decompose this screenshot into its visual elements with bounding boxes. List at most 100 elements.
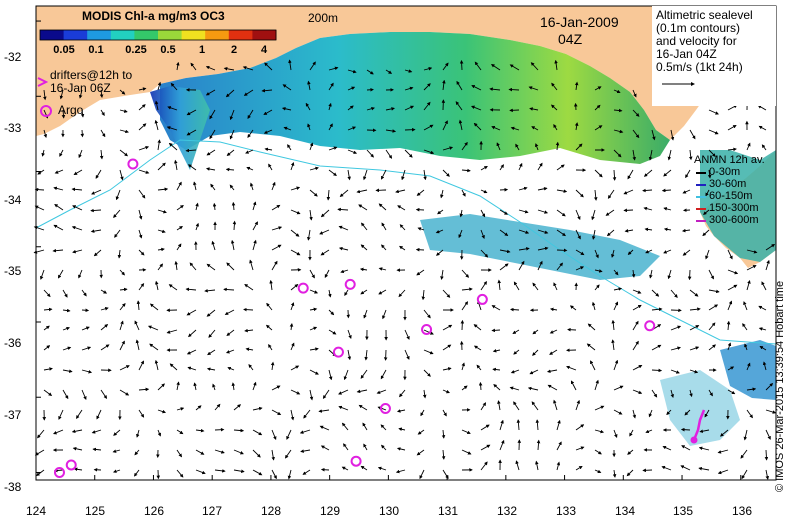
- velocity-arrow: [553, 124, 558, 131]
- velocity-arrow: [416, 189, 425, 196]
- velocity-arrow: [43, 389, 53, 396]
- velocity-arrow: [632, 89, 637, 98]
- velocity-arrow: [263, 109, 273, 115]
- velocity-arrow: [663, 169, 672, 177]
- velocity-arrow: [404, 349, 410, 360]
- anmn-legend-item: 150-300m: [709, 202, 759, 214]
- velocity-arrow: [459, 209, 464, 218]
- velocity-arrow: [328, 309, 335, 316]
- velocity-arrow: [575, 446, 585, 451]
- velocity-arrow: [480, 402, 487, 411]
- velocity-arrow: [473, 324, 482, 331]
- velocity-arrow: [461, 189, 466, 197]
- velocity-arrow: [535, 143, 539, 151]
- velocity-arrow: [328, 102, 332, 111]
- x-tick-label: 129: [319, 504, 341, 518]
- velocity-arrow: [229, 109, 235, 121]
- velocity-arrow: [461, 287, 473, 291]
- velocity-arrow: [689, 289, 699, 297]
- velocity-arrow: [385, 129, 397, 133]
- velocity-arrow: [707, 169, 712, 179]
- velocity-arrow: [227, 366, 235, 371]
- velocity-arrow: [515, 143, 520, 151]
- velocity-arrow: [290, 209, 301, 215]
- velocity-arrow: [263, 129, 273, 134]
- velocity-arrow: [442, 367, 452, 371]
- velocity-arrow: [328, 146, 338, 151]
- velocity-arrow: [651, 307, 663, 312]
- velocity-arrow: [569, 305, 577, 311]
- altimetry-note-line-3: and velocity for: [656, 34, 737, 48]
- drifter-track: [692, 409, 706, 441]
- velocity-arrow: [305, 102, 311, 111]
- altimetry-note-line-4: 16-Jan 04Z: [656, 47, 717, 61]
- velocity-arrow: [328, 169, 337, 177]
- argo-float-marker: [644, 320, 656, 332]
- velocity-arrow: [43, 129, 48, 138]
- velocity-arrow: [586, 343, 596, 351]
- velocity-arrow: [326, 189, 331, 201]
- velocity-arrow: [119, 109, 128, 113]
- velocity-arrow: [247, 109, 254, 119]
- velocity-arrow: [138, 87, 147, 91]
- velocity-arrow: [480, 444, 491, 451]
- velocity-arrow: [611, 249, 615, 258]
- velocity-arrow: [518, 229, 530, 234]
- velocity-arrow: [642, 188, 653, 193]
- velocity-arrow: [670, 129, 675, 141]
- velocity-arrow: [57, 269, 64, 279]
- velocity-arrow: [492, 349, 501, 353]
- velocity-arrow: [442, 389, 450, 394]
- velocity-arrow: [644, 227, 653, 232]
- velocity-arrow: [206, 367, 216, 371]
- velocity-arrow: [461, 301, 469, 311]
- velocity-arrow: [81, 289, 87, 297]
- velocity-arrow: [138, 360, 144, 371]
- velocity-arrow: [708, 304, 719, 311]
- velocity-arrow: [318, 409, 330, 413]
- velocity-arrow: [138, 249, 145, 256]
- velocity-arrow: [271, 204, 281, 211]
- velocity-arrow: [765, 429, 771, 440]
- velocity-arrow: [176, 243, 182, 251]
- velocity-arrow: [119, 129, 129, 134]
- velocity-arrow: [594, 269, 603, 273]
- velocity-arrow: [37, 169, 45, 175]
- argo-floats: [53, 158, 656, 478]
- x-tick-label: 126: [143, 504, 165, 518]
- velocity-arrow: [645, 249, 653, 254]
- argo-float-marker: [350, 455, 362, 467]
- velocity-arrow: [96, 409, 102, 420]
- velocity-arrow: [627, 249, 634, 255]
- velocity-arrow: [187, 366, 197, 371]
- velocity-arrow: [41, 149, 45, 157]
- velocity-arrow: [743, 301, 748, 311]
- velocity-arrow: [138, 104, 146, 111]
- velocity-arrow: [591, 301, 596, 311]
- argo-float-marker: [127, 158, 139, 170]
- velocity-arrow: [187, 164, 197, 171]
- velocity-arrow: [320, 209, 330, 218]
- velocity-arrow: [594, 469, 602, 474]
- velocity-arrow: [698, 446, 710, 451]
- velocity-arrow: [62, 308, 71, 313]
- velocity-arrow: [442, 146, 454, 151]
- velocity-arrow: [553, 282, 558, 291]
- velocity-arrow: [78, 149, 83, 159]
- velocity-arrow: [176, 205, 184, 211]
- velocity-arrow: [461, 269, 470, 278]
- velocity-arrow: [252, 239, 257, 251]
- velocity-arrow: [366, 69, 374, 75]
- velocity-arrow: [437, 209, 444, 215]
- velocity-arrow: [328, 66, 339, 71]
- velocity-arrow: [556, 441, 562, 451]
- velocity-arrow: [423, 83, 431, 91]
- velocity-arrow: [648, 409, 653, 418]
- velocity-arrow: [632, 409, 637, 419]
- velocity-arrow: [268, 163, 273, 171]
- velocity-arrow: [186, 349, 197, 355]
- velocity-arrow: [95, 169, 102, 179]
- velocity-arrow: [73, 169, 83, 175]
- velocity-arrow: [594, 284, 600, 291]
- velocity-arrow: [347, 149, 358, 154]
